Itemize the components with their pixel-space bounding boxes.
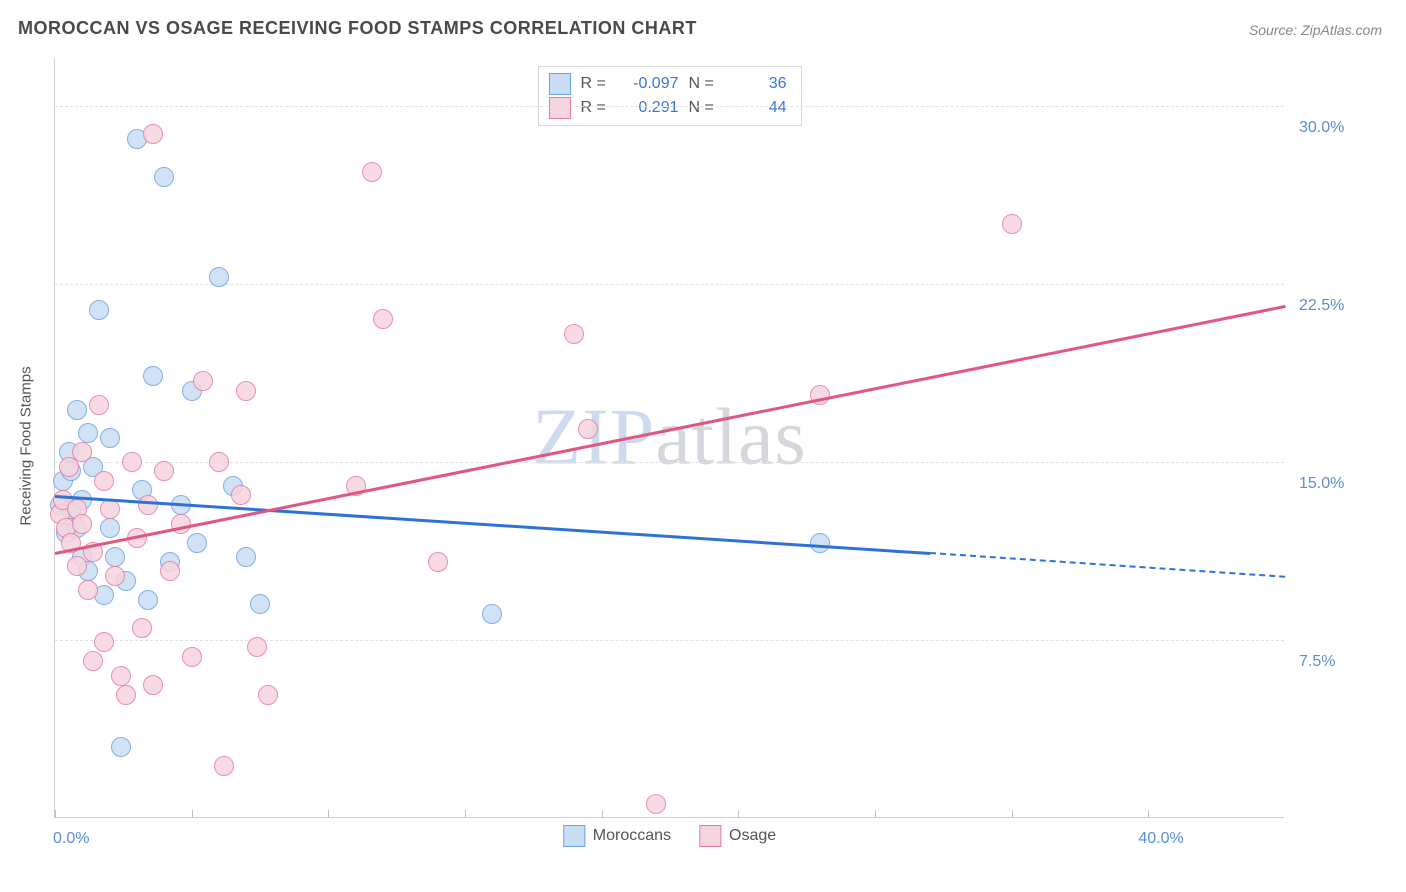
- gridline: [55, 106, 1284, 107]
- n-value-moroccans: 36: [727, 75, 787, 93]
- y-tick-label: 30.0%: [1299, 119, 1344, 137]
- data-point: [182, 647, 202, 667]
- data-point: [482, 604, 502, 624]
- data-point: [72, 514, 92, 534]
- trend-line: [55, 305, 1285, 554]
- y-tick-label: 15.0%: [1299, 475, 1344, 493]
- data-point: [578, 419, 598, 439]
- data-point: [94, 632, 114, 652]
- y-tick-label: 7.5%: [1299, 653, 1335, 671]
- data-point: [78, 580, 98, 600]
- y-axis-label: Receiving Food Stamps: [18, 366, 35, 525]
- data-point: [111, 666, 131, 686]
- stat-r-label: R =: [581, 75, 609, 93]
- r-value-osage: 0.291: [619, 99, 679, 117]
- stat-n-label: N =: [689, 99, 717, 117]
- data-point: [89, 395, 109, 415]
- data-point: [116, 685, 136, 705]
- data-point: [154, 167, 174, 187]
- data-point: [138, 590, 158, 610]
- swatch-osage: [699, 825, 721, 847]
- data-point: [236, 547, 256, 567]
- data-point: [72, 442, 92, 462]
- x-tick-label: 40.0%: [1138, 830, 1183, 848]
- data-point: [564, 324, 584, 344]
- y-tick-label: 22.5%: [1299, 297, 1344, 315]
- data-point: [100, 428, 120, 448]
- stat-r-label: R =: [581, 99, 609, 117]
- data-point: [250, 594, 270, 614]
- n-value-osage: 44: [727, 99, 787, 117]
- data-point: [214, 756, 234, 776]
- data-point: [810, 533, 830, 553]
- data-point: [143, 675, 163, 695]
- legend-row-moroccans: R = -0.097 N = 36: [549, 73, 787, 95]
- legend-row-osage: R = 0.291 N = 44: [549, 97, 787, 119]
- data-point: [209, 452, 229, 472]
- x-tick: [1148, 810, 1149, 818]
- data-point: [154, 461, 174, 481]
- data-point: [143, 124, 163, 144]
- data-point: [83, 651, 103, 671]
- data-point: [236, 381, 256, 401]
- data-point: [105, 547, 125, 567]
- x-tick: [875, 810, 876, 818]
- chart-title: MOROCCAN VS OSAGE RECEIVING FOOD STAMPS …: [18, 18, 697, 39]
- legend-item-moroccans: Moroccans: [563, 825, 671, 847]
- data-point: [122, 452, 142, 472]
- series-name: Moroccans: [593, 827, 671, 845]
- x-tick: [738, 810, 739, 818]
- x-tick: [192, 810, 193, 818]
- series-legend: Moroccans Osage: [563, 825, 776, 847]
- data-point: [1002, 214, 1022, 234]
- swatch-moroccans: [563, 825, 585, 847]
- data-point: [105, 566, 125, 586]
- x-tick: [465, 810, 466, 818]
- data-point: [428, 552, 448, 572]
- data-point: [89, 300, 109, 320]
- data-point: [143, 366, 163, 386]
- stat-n-label: N =: [689, 75, 717, 93]
- swatch-osage: [549, 97, 571, 119]
- data-point: [247, 637, 267, 657]
- data-point: [193, 371, 213, 391]
- data-point: [362, 162, 382, 182]
- correlation-legend: R = -0.097 N = 36 R = 0.291 N = 44: [538, 66, 802, 126]
- data-point: [67, 556, 87, 576]
- x-tick: [1012, 810, 1013, 818]
- data-point: [138, 495, 158, 515]
- data-point: [373, 309, 393, 329]
- data-point: [646, 794, 666, 814]
- swatch-moroccans: [549, 73, 571, 95]
- data-point: [132, 618, 152, 638]
- data-point: [94, 471, 114, 491]
- watermark: ZIPatlas: [532, 392, 807, 483]
- chart-plot-area: ZIPatlas R = -0.097 N = 36 R = 0.291 N =…: [54, 58, 1284, 818]
- gridline: [55, 284, 1284, 285]
- series-name: Osage: [729, 827, 776, 845]
- data-point: [67, 400, 87, 420]
- x-tick: [55, 810, 56, 818]
- data-point: [187, 533, 207, 553]
- data-point: [100, 499, 120, 519]
- data-point: [258, 685, 278, 705]
- r-value-moroccans: -0.097: [619, 75, 679, 93]
- data-point: [78, 423, 98, 443]
- gridline: [55, 640, 1284, 641]
- gridline: [55, 462, 1284, 463]
- x-tick: [328, 810, 329, 818]
- source-attribution: Source: ZipAtlas.com: [1249, 22, 1382, 38]
- data-point: [111, 737, 131, 757]
- data-point: [209, 267, 229, 287]
- x-tick: [602, 810, 603, 818]
- data-point: [100, 518, 120, 538]
- legend-item-osage: Osage: [699, 825, 776, 847]
- trend-line: [930, 552, 1285, 578]
- x-tick-label: 0.0%: [53, 830, 89, 848]
- data-point: [160, 561, 180, 581]
- data-point: [231, 485, 251, 505]
- data-point: [810, 385, 830, 405]
